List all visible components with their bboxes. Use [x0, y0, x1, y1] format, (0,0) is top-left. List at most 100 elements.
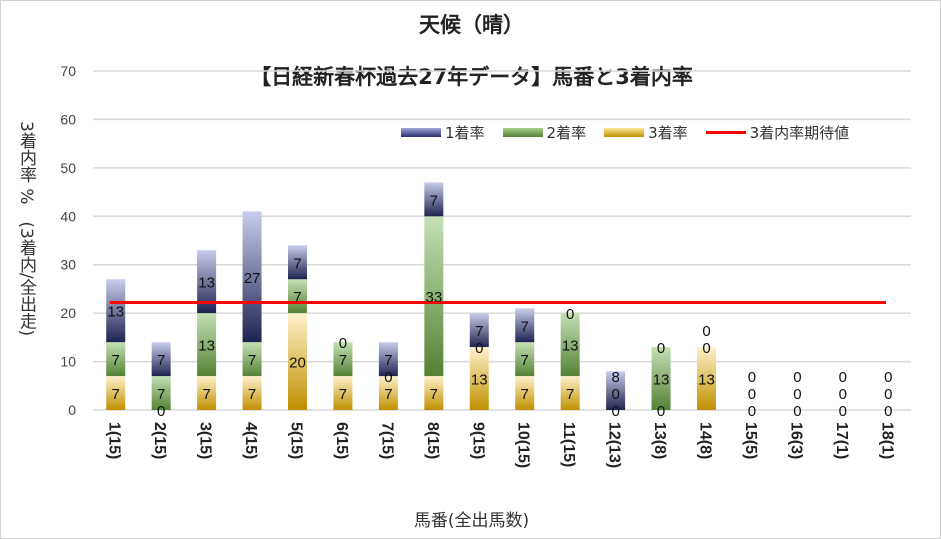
data-label: 0	[793, 386, 801, 403]
data-label: 0	[475, 340, 483, 357]
x-tick-label: 8(15)	[424, 422, 441, 459]
x-tick-label: 5(15)	[288, 422, 305, 459]
chart-subtitle: 【日経新春杯過去27年データ】馬番と3着内率	[250, 65, 693, 89]
data-label: 0	[839, 386, 847, 403]
bar-segment-3	[288, 245, 307, 280]
x-tick-label: 12(13)	[606, 422, 623, 468]
data-label: 7	[293, 289, 301, 306]
bar-segment-1	[424, 376, 444, 410]
bar-segment-3	[151, 342, 171, 377]
data-label: 20	[289, 355, 306, 372]
data-label: 7	[112, 352, 120, 369]
data-label: 0	[793, 403, 801, 420]
data-label: 13	[698, 372, 715, 389]
data-label: 0	[657, 403, 665, 420]
legend-label: 2着率	[546, 124, 587, 142]
bar-segment-2	[197, 313, 217, 377]
bar-segment-2	[515, 342, 535, 377]
bar-segment-3	[606, 371, 626, 410]
data-label: 0	[702, 340, 710, 357]
data-label: 0	[339, 335, 347, 352]
y-tick-label: 0	[68, 402, 76, 418]
data-label: 0	[157, 403, 165, 420]
y-tick-label: 50	[60, 160, 76, 176]
data-label: 0	[566, 306, 574, 323]
bar-segment-3	[197, 250, 217, 314]
x-tick-label: 11(15)	[560, 422, 577, 467]
data-label: 0	[748, 369, 756, 386]
data-label: 7	[202, 386, 210, 403]
x-tick-label: 18(1)	[878, 422, 895, 459]
x-tick-label: 10(15)	[515, 422, 532, 468]
legend-label: 3着内率期待値	[749, 124, 850, 142]
data-label: 13	[562, 338, 579, 355]
data-label: 0	[611, 386, 619, 403]
data-label: 0	[657, 340, 665, 357]
x-tick-label: 2(15)	[151, 422, 168, 459]
x-tick-label: 1(15)	[106, 422, 123, 459]
bar-segment-1	[378, 376, 398, 410]
bar-segment-3	[378, 342, 398, 377]
bar-segment-1	[106, 376, 126, 410]
data-label: 7	[248, 386, 256, 403]
data-label: 0	[748, 403, 756, 420]
bar-segment-3	[106, 279, 126, 343]
data-label: 27	[244, 270, 261, 287]
data-label: 7	[475, 323, 483, 340]
bar-segment-3	[515, 308, 535, 343]
data-label: 13	[198, 275, 215, 292]
bar-segment-3	[424, 182, 444, 217]
data-label: 0	[611, 403, 619, 420]
legend-swatch	[502, 128, 543, 137]
legend-label: 3着率	[648, 124, 688, 142]
data-label: 8	[611, 369, 619, 386]
bar-segment-2	[151, 376, 171, 410]
x-tick-label: 3(15)	[197, 422, 214, 459]
data-label: 7	[521, 352, 529, 369]
y-tick-label: 60	[60, 111, 76, 127]
y-tick-label: 20	[60, 305, 76, 321]
x-tick-label: 4(15)	[242, 422, 259, 459]
y-tick-label: 30	[60, 257, 76, 273]
data-label: 0	[793, 369, 801, 386]
legend-swatch	[705, 131, 746, 134]
data-label: 7	[248, 352, 256, 369]
x-tick-label: 6(15)	[333, 422, 350, 459]
chart-title: 天候（晴）	[419, 13, 524, 37]
bar-segment-1	[697, 347, 716, 410]
data-label: 7	[430, 386, 438, 403]
data-label: 0	[884, 369, 892, 386]
legend-swatch	[604, 128, 645, 137]
legend-item-1st: 1着率	[401, 122, 485, 143]
data-label: 7	[157, 352, 165, 369]
data-label: 7	[566, 386, 574, 403]
x-tick-label: 7(15)	[378, 422, 395, 459]
bar-segment-1	[197, 376, 217, 410]
y-tick-label: 70	[60, 63, 76, 79]
bar-segment-1	[288, 313, 307, 410]
data-label: 7	[521, 386, 529, 403]
data-label: 13	[107, 304, 124, 321]
data-label: 7	[339, 352, 347, 369]
bar-segment-2	[242, 342, 262, 377]
x-tick-label: 17(1)	[833, 422, 850, 459]
legend: 1着率 2着率 3着率 3着内率期待値	[401, 122, 849, 143]
data-label: 13	[653, 372, 670, 389]
data-label: 7	[430, 192, 438, 209]
data-label: 13	[471, 372, 488, 389]
data-label: 7	[384, 386, 392, 403]
data-label: 0	[702, 323, 710, 340]
data-label: 7	[293, 255, 301, 272]
legend-swatch	[401, 128, 441, 137]
legend-label: 1着率	[445, 124, 485, 142]
bar-segment-2	[288, 279, 307, 314]
bar-segment-1	[515, 376, 535, 410]
x-axis-label: 馬番(全出馬数)	[413, 511, 530, 531]
data-label: 7	[157, 386, 165, 403]
x-tick-label: 9(15)	[469, 422, 486, 459]
bar-segment-1	[242, 376, 262, 410]
y-tick-label: 10	[60, 354, 76, 370]
bar-segment-2	[333, 342, 353, 377]
